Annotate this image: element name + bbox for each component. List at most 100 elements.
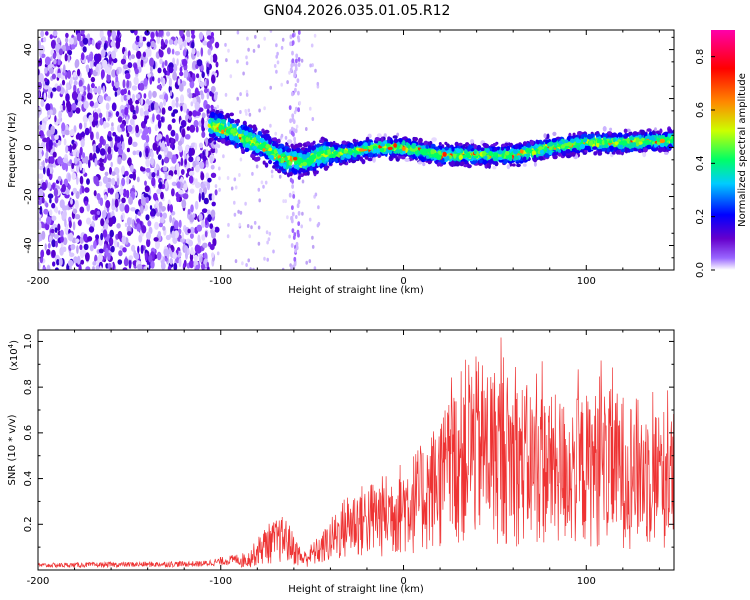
spectrogram-cell: [396, 132, 400, 137]
spectrogram-cell: [216, 251, 220, 256]
spectrogram-cell: [65, 163, 68, 172]
spectrogram-cell: [404, 158, 410, 162]
spectrogram-cell: [54, 195, 59, 204]
spectrogram-cell: [191, 41, 195, 49]
spectrogram-cell: [76, 255, 81, 265]
spectrogram-cell: [210, 137, 214, 142]
spectrogram-cell: [57, 59, 61, 65]
spectrogram-cell: [70, 198, 73, 205]
spectrogram-cell: [166, 250, 170, 259]
spectrogram-cell: [246, 224, 250, 228]
spectrogram-cell: [305, 260, 309, 265]
spectrogram-cell: [73, 157, 78, 165]
spectrogram-cell: [108, 55, 112, 65]
spectrogram-cell: [117, 147, 124, 156]
spectrogram-cell: [58, 110, 62, 120]
spectrogram-cell: [177, 78, 181, 86]
spectrogram-cell: [69, 76, 73, 86]
spectrogram-cell: [198, 32, 204, 40]
spectrogram-cell: [45, 103, 51, 112]
spectrogram-cell: [292, 194, 296, 199]
spectrogram-cell: [198, 142, 204, 149]
spectrogram-cell: [79, 164, 83, 171]
spectrogram-cell: [167, 203, 170, 212]
spectrogram-cell: [111, 102, 117, 112]
spectrogram-cell: [206, 262, 209, 268]
spectrogram-cell: [295, 215, 298, 219]
spectrogram-cell: [192, 97, 197, 104]
spectrogram-cell: [172, 63, 178, 73]
spectrogram-cell: [180, 169, 185, 175]
spectrogram-cell: [266, 150, 271, 155]
spectrogram-cell: [100, 49, 106, 58]
spectrogram-cell: [292, 235, 296, 240]
spectrogram-cell: [174, 169, 178, 175]
spectrogram-cell: [291, 50, 294, 56]
spectrogram-cell: [311, 63, 314, 68]
spectrogram-cell: [264, 180, 268, 185]
spectrogram-cell: [159, 181, 163, 189]
spectrogram-cell: [205, 137, 208, 147]
spectrogram-cell: [86, 64, 90, 73]
spectrogram-cell: [458, 142, 463, 147]
spectrogram-cell: [127, 94, 131, 100]
spectrogram-cell: [230, 118, 235, 124]
spectrogram-cell: [122, 247, 127, 253]
spectrogram-cell: [136, 264, 143, 270]
spectrogram-cell: [105, 96, 111, 101]
spectrogram-cell: [133, 250, 137, 258]
spectrogram-cell: [211, 193, 215, 201]
spectrogram-cell: [280, 133, 284, 138]
spectrogram-cell: [189, 188, 195, 194]
spectrogram-cell: [156, 251, 162, 261]
spectrogram-cell: [82, 46, 87, 53]
spectrogram-cell: [293, 256, 297, 262]
spectrogram-cell: [161, 61, 165, 69]
spectrogram-cell: [44, 243, 47, 251]
spectrogram-cell: [151, 172, 156, 178]
spectrogram-cell: [115, 207, 119, 212]
spectrogram-cell: [214, 72, 218, 77]
spectrogram-cell: [155, 30, 158, 37]
spectrogram-cell: [136, 50, 142, 60]
spectrogram-cell: [121, 165, 125, 175]
spectrogram-cell: [203, 88, 209, 94]
spectrogram-cell: [147, 73, 152, 78]
spectrogram-cell: [74, 60, 79, 69]
spectrogram-cell: [252, 124, 257, 129]
spectrogram-cell: [51, 239, 56, 248]
spectrogram-cell: [96, 193, 101, 201]
spectrogram-cell: [191, 93, 197, 99]
spectrogram-cell: [210, 172, 217, 178]
spectrogram-cell: [274, 131, 278, 136]
spectrogram-cell: [269, 30, 273, 33]
spectrogram-cell: [199, 81, 205, 88]
spectrogram-cell: [191, 166, 194, 172]
spectrogram-cell: [566, 155, 571, 159]
spectrogram-cell: [52, 151, 57, 158]
spectrogram-cell: [145, 196, 150, 204]
spectrogram-cell: [93, 112, 99, 122]
spectrogram-cell: [143, 116, 148, 125]
spectrogram-cell: [229, 112, 234, 117]
spectrogram-cell: [154, 102, 159, 111]
spectrogram-cell: [308, 259, 312, 264]
spectrogram-cell: [215, 61, 219, 68]
spectrogram-cell: [366, 137, 370, 142]
spectrogram-cell: [367, 157, 373, 162]
spectrogram-cell: [209, 223, 214, 230]
spectrogram-cell: [162, 212, 167, 219]
spectrogram-cell: [192, 213, 196, 218]
spectrogram-cell: [579, 143, 586, 150]
spectrogram-cell: [71, 102, 77, 111]
spectrogram-cell: [41, 122, 46, 131]
spectrogram-cell: [138, 128, 143, 134]
spectrogram-cell: [438, 142, 442, 146]
spectrogram-cell: [99, 265, 103, 270]
spectrogram-cell: [298, 101, 302, 105]
spectrogram-cell: [126, 79, 130, 89]
spectrogram-cell: [187, 208, 191, 215]
spectrogram-cell: [65, 224, 69, 233]
spectrogram-cell: [131, 85, 138, 91]
spectrogram-cell: [214, 189, 218, 196]
